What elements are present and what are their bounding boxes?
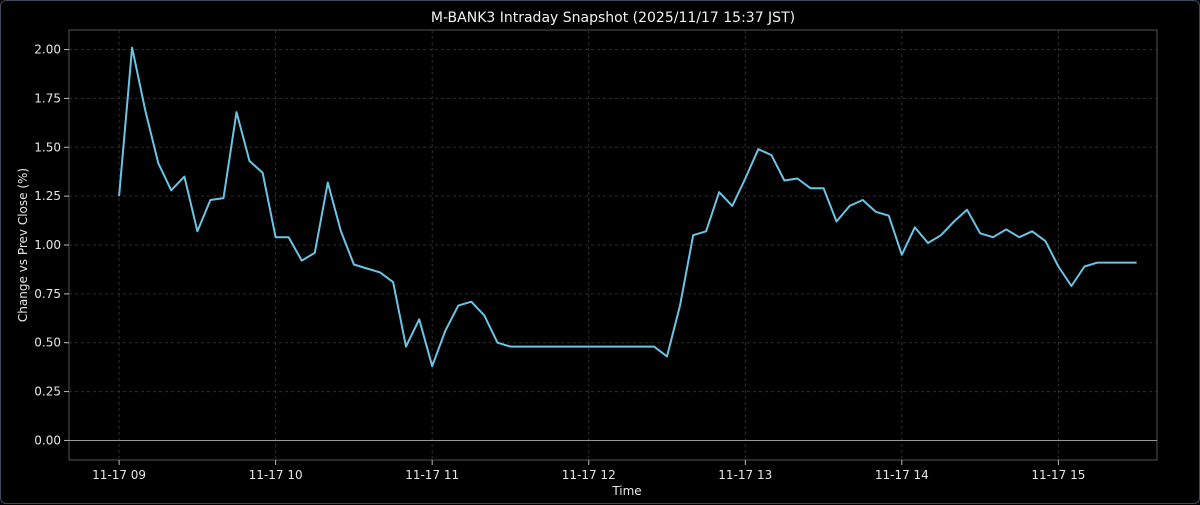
y-axis-title: Change vs Prev Close (%) xyxy=(16,168,30,322)
x-tick-label: 11-17 11 xyxy=(405,468,459,482)
x-tick-label: 11-17 15 xyxy=(1031,468,1085,482)
series-line xyxy=(118,46,1137,368)
x-tick-label: 11-17 09 xyxy=(92,468,146,482)
x-tick-label: 11-17 13 xyxy=(718,468,772,482)
y-tick-label: 1.25 xyxy=(34,189,61,203)
y-axis-ticks: 0.00 0.25 0.50 0.75 1.00 1.25 1.50 1.75 2.00 xyxy=(34,43,69,447)
y-tick-label: 0.00 xyxy=(34,433,61,447)
x-tick-label: 11-17 12 xyxy=(562,468,616,482)
y-tick-label: 1.50 xyxy=(34,140,61,154)
x-axis-title: Time xyxy=(611,484,641,498)
x-tick-label: 11-17 10 xyxy=(249,468,303,482)
y-tick-label: 0.25 xyxy=(34,385,61,399)
y-tick-label: 0.75 xyxy=(34,287,61,301)
y-tick-label: 1.00 xyxy=(34,238,61,252)
y-tick-label: 2.00 xyxy=(34,43,61,57)
x-axis-ticks: 11-17 09 11-17 10 11-17 11 11-17 12 11-17 13… xyxy=(92,460,1085,482)
x-tick-label: 11-17 14 xyxy=(875,468,929,482)
y-tick-label: 0.50 xyxy=(34,336,61,350)
y-tick-label: 1.75 xyxy=(34,91,61,105)
chart-title: M-BANK3 Intraday Snapshot (2025/11/17 15… xyxy=(431,10,795,26)
